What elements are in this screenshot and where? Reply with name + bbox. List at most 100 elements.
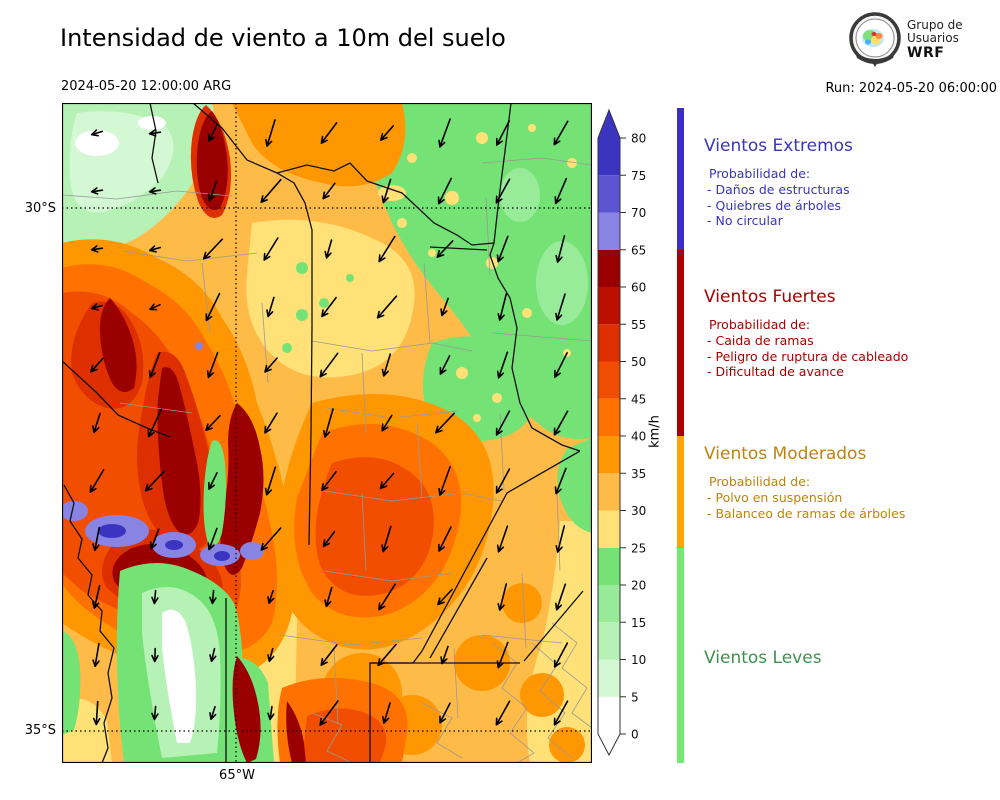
run-time-label: Run: 2024-05-20 06:00:00: [825, 81, 997, 96]
colorbar-tick-label: 80: [631, 132, 646, 146]
wind-arrow-icon: [382, 702, 391, 724]
wind-arrow-icon: [554, 177, 568, 205]
wind-arrow-icon: [436, 240, 454, 258]
wind-arrow-icon: [205, 414, 221, 432]
wind-arrow-icon: [263, 237, 279, 261]
wind-arrow-icon: [376, 295, 398, 319]
wind-arrow-icon: [144, 470, 166, 492]
wind-arrow-icon: [148, 351, 161, 379]
wind-arrows-layer: [89, 118, 569, 726]
colorbar-segment: [598, 585, 620, 623]
legend-category-title: Vientos Leves: [704, 648, 822, 668]
wind-arrow-icon: [323, 408, 334, 438]
colorbar-tick-label: 25: [631, 541, 646, 555]
wind-arrow-icon: [554, 352, 568, 378]
legend-block-4: Vientos Leves: [704, 648, 994, 678]
graticule-lines: [62, 103, 592, 763]
colorbar-tick-label: 5: [631, 690, 639, 704]
wind-arrow-icon: [90, 303, 104, 311]
colorbar-tick-label: 30: [631, 504, 646, 518]
wind-arrow-icon: [151, 589, 159, 605]
wind-arrow-icon: [495, 410, 511, 436]
wind-intensity-map: [60, 102, 593, 764]
colorbar-segment: [598, 473, 620, 511]
wind-arrow-icon: [148, 129, 162, 137]
wind-arrow-icon: [209, 589, 217, 605]
colorbar-segment: [598, 361, 620, 399]
wind-arrow-icon: [320, 644, 338, 666]
wind-arrow-icon: [260, 178, 282, 204]
legend-probability-label: Probabilidad de:: [709, 166, 811, 181]
logo-line2: Usuarios: [907, 31, 959, 46]
wind-arrow-icon: [260, 527, 282, 551]
wind-arrow-icon: [435, 412, 455, 434]
wind-arrow-icon: [496, 525, 509, 553]
colorbar-segment: [598, 696, 620, 734]
wind-arrow-icon: [553, 120, 569, 146]
legend-item: - No circular: [707, 213, 783, 229]
legend-item: - Peligro de ruptura de cableado: [707, 348, 909, 364]
colorbar-tick-label: 75: [631, 169, 646, 183]
legend-block-2: Vientos Fuertes Probabilidad de: - Caida d…: [704, 287, 994, 380]
colorbar-segment: [598, 436, 620, 474]
category-bar-3: [677, 436, 684, 548]
lat-label-35s: 35°S: [24, 723, 56, 738]
colorbar-segment: [598, 287, 620, 325]
category-bar-4: [677, 547, 684, 763]
wind-arrow-icon: [209, 647, 217, 663]
wind-arrow-icon: [321, 296, 337, 318]
colorbar-segment: [598, 622, 620, 660]
legend-block-1: Vientos Extremos Probabilidad de: - Daños …: [704, 136, 994, 229]
legend-category-title: Vientos Moderados: [704, 444, 867, 464]
wind-arrow-icon: [205, 292, 221, 322]
wind-arrow-icon: [553, 642, 569, 668]
wind-arrow-icon: [495, 468, 511, 494]
colorbar-segment: [598, 398, 620, 436]
wind-arrow-icon: [90, 129, 104, 137]
wind-arrow-icon: [381, 178, 392, 204]
wind-arrow-icon: [264, 412, 278, 434]
wind-arrow-icon: [207, 180, 218, 202]
wind-arrow-icon: [438, 118, 451, 148]
lon-label-65w: 65°W: [219, 768, 255, 783]
wind-arrow-icon: [324, 586, 333, 608]
wind-arrow-icon: [92, 700, 101, 726]
legend-item: - Caida de ramas: [707, 332, 814, 348]
wind-arrow-icon: [319, 700, 339, 726]
wind-arrow-icon: [321, 470, 337, 492]
wind-arrow-icon: [381, 353, 392, 377]
wind-arrow-icon: [378, 235, 396, 263]
wind-arrow-icon: [381, 525, 392, 553]
colorbar-tick-label: 40: [631, 430, 646, 444]
colorbar-segment: [598, 547, 620, 585]
wind-arrow-icon: [555, 583, 567, 611]
wind-arrow-icon: [264, 466, 277, 496]
colorbar-segment: [598, 324, 620, 362]
legend-block-3: Vientos Moderados Probabilidad de: - Polvo…: [704, 444, 994, 521]
colorbar-tick-label: 10: [631, 653, 646, 667]
wind-arrow-icon: [148, 187, 162, 195]
legend-item: - Quiebres de árboles: [707, 197, 842, 213]
wrf-logo-text: Grupo de Usuarios WRF: [907, 18, 963, 62]
colorbar-tick-label: 70: [631, 206, 646, 220]
wind-arrow-icon: [437, 177, 453, 205]
legend-category-title: Vientos Fuertes: [704, 287, 836, 307]
wind-arrow-icon: [207, 527, 218, 551]
colorbar-under-arrow: [598, 734, 620, 755]
wind-arrow-icon: [497, 293, 508, 321]
wind-arrow-icon: [439, 355, 451, 375]
colorbar-segment: [598, 249, 620, 287]
wind-arrow-icon: [553, 700, 569, 726]
colorbar-unit-label: km/h: [647, 415, 663, 448]
wind-arrow-icon: [377, 643, 397, 667]
wind-arrow-icon: [378, 583, 396, 611]
wind-arrow-icon: [267, 590, 275, 604]
wind-arrow-icon: [322, 530, 336, 548]
wind-arrow-icon: [496, 351, 509, 379]
category-color-bar: [677, 108, 684, 763]
wind-arrow-icon: [266, 296, 275, 318]
colorbar-segment: [598, 659, 620, 697]
colorbar-segment: [598, 175, 620, 213]
category-bar-2: [677, 249, 684, 436]
wind-arrow-icon: [379, 472, 395, 490]
